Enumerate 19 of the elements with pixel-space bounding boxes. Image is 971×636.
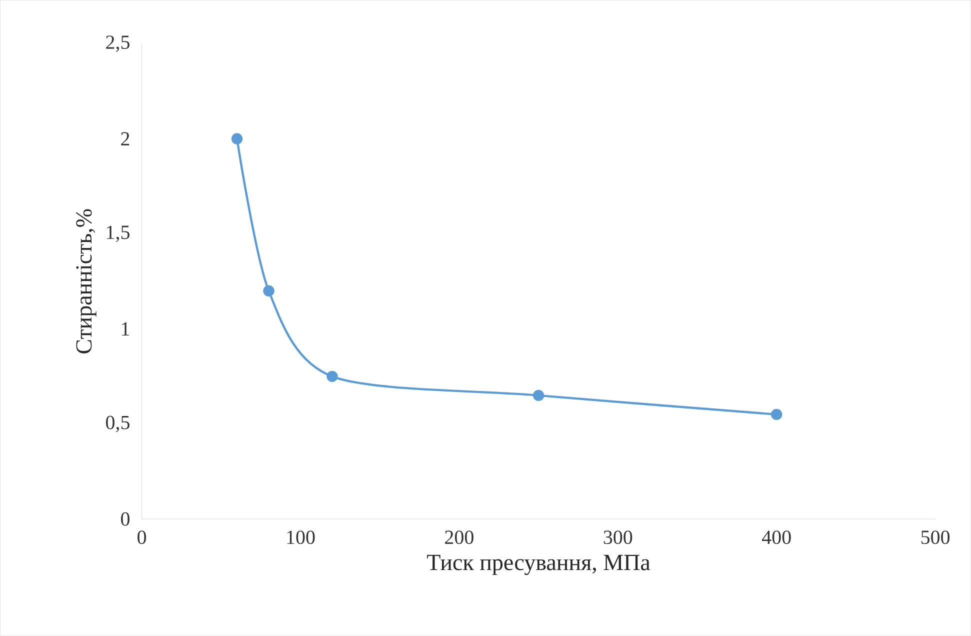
point — [770, 408, 782, 420]
y-tick-label: 0 — [121, 512, 130, 526]
point — [231, 133, 243, 144]
x-tick-label: 0 — [138, 530, 146, 544]
y-tick-label: 2,5 — [106, 36, 130, 52]
y-tick-label: 1 — [122, 322, 130, 336]
x-axis-title: Тиск пресування, МПа — [427, 555, 650, 576]
point — [326, 370, 338, 382]
x-tick-label: 400 — [762, 530, 791, 544]
y-axis-title: Стиранність,% — [76, 209, 96, 354]
x-tick-label: 200 — [445, 530, 474, 544]
x-tick-label: 100 — [287, 530, 315, 544]
point — [263, 285, 274, 297]
x-tick-label: 500 — [921, 530, 950, 544]
y-tick-label: 0,5 — [106, 416, 130, 432]
y-tick-label: 2 — [121, 132, 130, 146]
point — [532, 390, 544, 402]
x-tick-label: 300 — [604, 530, 632, 544]
y-tick-label: 1,5 — [106, 226, 130, 242]
